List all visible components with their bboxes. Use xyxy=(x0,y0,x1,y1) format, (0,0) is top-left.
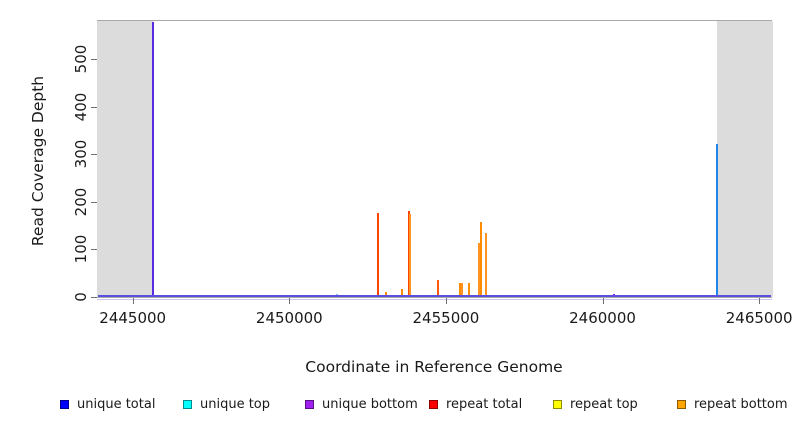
left-shaded-region xyxy=(97,21,154,297)
legend-swatch-icon xyxy=(677,399,686,409)
y-axis-tick xyxy=(91,154,97,156)
x-axis-tick xyxy=(132,298,134,304)
y-axis-tick xyxy=(91,249,97,251)
coverage-line-repeat-bottom xyxy=(385,292,388,296)
legend-label: repeat bottom xyxy=(694,397,788,412)
y-axis-tick xyxy=(91,106,97,108)
legend-label: repeat top xyxy=(570,397,638,412)
coverage-line-repeat-bottom xyxy=(401,289,404,296)
y-axis-tick-label: 500 xyxy=(72,44,90,74)
legend-swatch-icon xyxy=(305,399,314,409)
x-axis-tick-label: 2450000 xyxy=(255,309,323,327)
legend-label: unique top xyxy=(200,397,271,412)
x-axis-tick xyxy=(759,298,761,304)
coverage-line-repeat-bottom xyxy=(480,222,483,296)
legend: unique total unique top unique bottom repea… xyxy=(0,396,792,420)
coverage-line-unique-total xyxy=(715,143,718,296)
zero-depth-baseline xyxy=(98,295,771,297)
legend-swatch-icon xyxy=(183,399,192,409)
y-axis-tick-label: 200 xyxy=(72,187,90,217)
x-axis-tick-label: 2460000 xyxy=(569,309,636,327)
legend-label: repeat total xyxy=(446,397,523,412)
y-axis-tick-label: 100 xyxy=(72,235,90,264)
x-axis-title: Coordinate in Reference Genome xyxy=(305,358,563,376)
y-axis-tick-label: 300 xyxy=(72,139,90,169)
y-axis-title: Read Coverage Depth xyxy=(29,75,47,247)
legend-swatch-icon xyxy=(429,399,438,409)
legend-label: unique bottom xyxy=(322,397,418,412)
legend-swatch-icon xyxy=(553,399,562,409)
right-shaded-region xyxy=(716,21,773,297)
coverage-line-repeat-bottom xyxy=(468,283,471,296)
x-axis-tick-label: 2445000 xyxy=(99,309,167,327)
coverage-line-repeat-bottom xyxy=(408,214,411,296)
x-axis-tick xyxy=(602,298,604,304)
x-axis-tick xyxy=(289,298,291,304)
y-axis-tick xyxy=(91,201,97,203)
zero-depth-baseline-shadow xyxy=(97,298,772,300)
coverage-line-repeat-total xyxy=(376,212,379,296)
y-axis-tick-label: 0 xyxy=(72,292,90,302)
coverage-line-repeat-bottom xyxy=(477,242,480,296)
plot-area xyxy=(97,20,773,298)
legend-label: unique total xyxy=(77,397,156,412)
coverage-line-unique-total-unique-bottom xyxy=(151,22,154,296)
coverage-line-repeat-bottom xyxy=(459,283,462,296)
y-axis-tick-label: 400 xyxy=(72,92,90,121)
coverage-line-repeat-total xyxy=(436,280,439,296)
legend-swatch-icon xyxy=(60,399,69,409)
x-axis-tick-label: 2465000 xyxy=(725,309,792,327)
coverage-line-repeat-bottom xyxy=(485,232,488,296)
y-axis-tick xyxy=(91,59,97,61)
x-axis-tick xyxy=(445,298,447,304)
x-axis-tick-label: 2455000 xyxy=(412,309,480,327)
y-axis-tick xyxy=(91,297,97,298)
coverage-line-repeat-bottom xyxy=(460,283,463,296)
